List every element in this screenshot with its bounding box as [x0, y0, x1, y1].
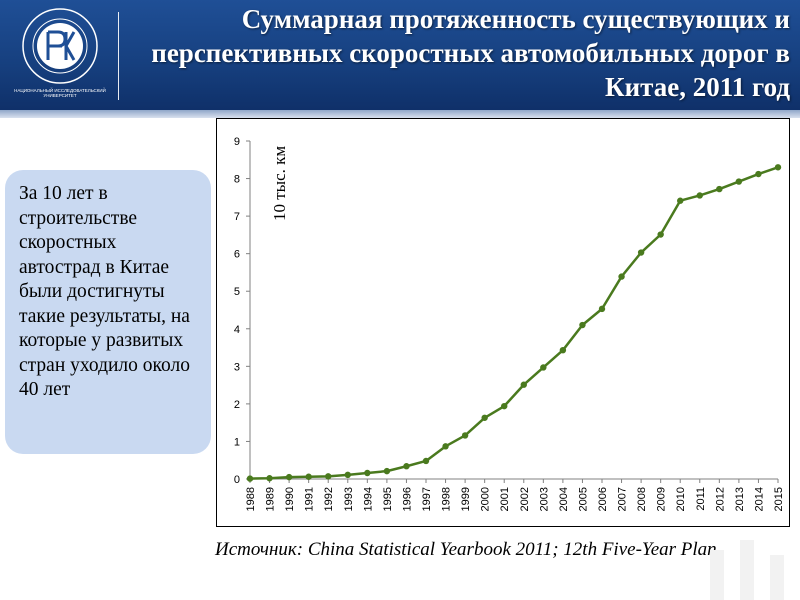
x-tick-label: 2001: [499, 487, 511, 511]
x-tick-label: 2011: [695, 487, 707, 511]
data-point: [246, 475, 254, 482]
x-tick-label: 2006: [597, 487, 609, 511]
data-point: [383, 467, 391, 475]
y-tick-label: 9: [234, 136, 240, 148]
data-point: [344, 471, 351, 479]
data-point: [755, 170, 762, 178]
x-tick-label: 1996: [401, 487, 413, 511]
data-point: [442, 443, 449, 450]
hse-logo-emblem: [22, 8, 98, 84]
data-point: [540, 364, 547, 371]
y-tick-label: 0: [234, 474, 240, 486]
series-line: [249, 166, 779, 480]
data-point: [696, 192, 703, 199]
x-tick-label: 1988: [245, 487, 257, 511]
x-tick-label: 2009: [656, 487, 668, 511]
data-point: [774, 164, 782, 171]
x-tick-label: 1999: [460, 487, 472, 511]
chart-frame: 0 1 2 3 4 5 6 7 8 9 1988 1989 1990 1991 1992 1993 1994 19…: [216, 118, 790, 527]
x-tick-label: 2003: [538, 487, 550, 511]
x-tick-label: 1991: [304, 487, 316, 511]
data-point: [618, 273, 625, 280]
data-point: [285, 473, 293, 481]
data-point: [501, 402, 508, 410]
logo-caption: НАЦИОНАЛЬНЫЙ ИССЛЕДОВАТЕЛЬСКИЙ УНИВЕРСИТ…: [10, 88, 110, 98]
page-title: Суммарная протяженность существующих и п…: [151, 4, 790, 102]
x-tick-label: 2014: [753, 487, 765, 511]
x-tick-label: 2004: [558, 487, 570, 511]
data-point: [579, 321, 586, 329]
x-tick-label: 2012: [714, 487, 726, 511]
data-point: [325, 473, 332, 480]
logo-caption-line-1: НАЦИОНАЛЬНЫЙ ИССЛЕДОВАТЕЛЬСКИЙ: [14, 88, 106, 93]
x-tick-label: 1993: [343, 487, 355, 511]
y-axis-label: 10 тыс. км: [270, 146, 289, 221]
y-tick-label: 6: [234, 249, 240, 261]
callout-text: За 10 лет в строительстве скоростных авт…: [19, 183, 190, 400]
y-tick-label: 8: [234, 174, 240, 186]
x-tick-label: 2002: [519, 487, 531, 511]
data-point: [266, 475, 273, 482]
x-tick-label: 2010: [675, 487, 687, 511]
x-tick-label: 1992: [323, 487, 335, 511]
data-point: [716, 185, 723, 193]
x-tick-label: 2000: [480, 487, 492, 511]
header-divider: [118, 12, 119, 100]
data-point: [637, 249, 645, 256]
data-point: [735, 178, 743, 185]
y-tick-label: 4: [234, 324, 240, 336]
callout-box: За 10 лет в строительстве скоростных авт…: [5, 170, 211, 454]
data-point: [422, 457, 430, 465]
source-note: Источник: China Statistical Yearbook 201…: [215, 539, 717, 560]
data-point: [559, 346, 567, 354]
y-tick-label: 7: [234, 211, 240, 223]
logo-caption-line-2: УНИВЕРСИТЕТ: [43, 93, 77, 98]
hse-logo: НАЦИОНАЛЬНЫЙ ИССЛЕДОВАТЕЛЬСКИЙ УНИВЕРСИТ…: [10, 6, 110, 102]
x-tick-label: 2008: [636, 487, 648, 511]
data-point: [520, 381, 527, 388]
header-banner: НАЦИОНАЛЬНЫЙ ИССЛЕДОВАТЕЛЬСКИЙ УНИВЕРСИТ…: [0, 0, 800, 110]
y-tick-label: 5: [234, 286, 240, 298]
data-point: [305, 473, 312, 480]
x-tick-label: 1994: [362, 487, 374, 511]
x-tick-label: 1997: [421, 487, 433, 511]
x-tick-label: 2005: [577, 487, 589, 511]
header-shadow-strip: [0, 110, 800, 118]
data-point: [403, 463, 410, 470]
x-tick-label: 1998: [441, 487, 453, 511]
y-tick-label: 2: [234, 399, 240, 411]
x-tick-label: 2007: [617, 487, 629, 511]
x-tick-label: 1990: [284, 487, 296, 511]
data-point: [481, 414, 488, 421]
data-point: [364, 469, 371, 477]
y-tick-label: 3: [234, 361, 240, 373]
data-point: [657, 231, 664, 238]
data-point: [598, 305, 606, 313]
line-chart: 0 1 2 3 4 5 6 7 8 9 1988 1989 1990 1991 1992 1993 1994 19…: [234, 136, 785, 511]
data-point: [461, 432, 469, 439]
corner-decoration: [710, 540, 784, 600]
y-tick-label: 1: [234, 436, 240, 448]
x-tick-label: 1989: [265, 487, 277, 511]
x-tick-label: 1995: [382, 487, 394, 511]
x-tick-label: 2015: [773, 487, 785, 511]
x-tick-label: 2013: [734, 487, 746, 511]
data-point: [677, 197, 684, 204]
